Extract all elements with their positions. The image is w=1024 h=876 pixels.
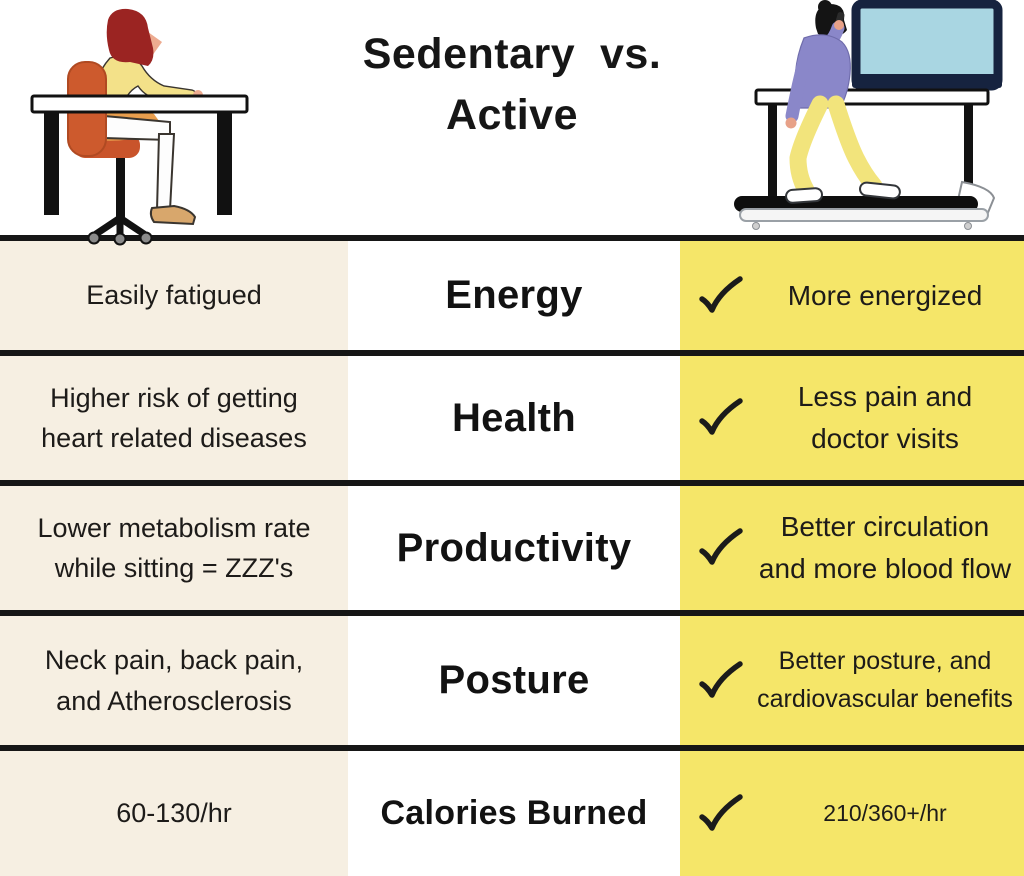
check-icon xyxy=(699,398,743,435)
category-cell: Health xyxy=(348,356,680,480)
active-text: Better circulation and more blood flow xyxy=(758,511,1012,584)
page-title: Sedentary vs. Active xyxy=(272,24,752,146)
active-cell: More energized xyxy=(680,241,1024,350)
active-cell: 210/360+/hr xyxy=(680,751,1024,876)
active-text: 210/360+/hr xyxy=(823,800,947,827)
check-icon xyxy=(699,275,743,313)
active-cell: Less pain and doctor visits xyxy=(680,356,1024,480)
category-cell: Productivity xyxy=(348,486,680,610)
sedentary-cell: Lower metabolism rate while sitting = ZZ… xyxy=(0,486,348,610)
table-row: Lower metabolism rate while sitting = ZZ… xyxy=(0,480,1024,610)
category-cell: Posture xyxy=(348,616,680,745)
sedentary-cell: 60-130/hr xyxy=(0,751,348,876)
category-cell: Energy xyxy=(348,241,680,350)
table-row: Easily fatigued Energy More energized xyxy=(0,235,1024,350)
sedentary-desk-illustration xyxy=(30,8,249,246)
sedentary-cell: Higher risk of getting heart related dis… xyxy=(0,356,348,480)
check-icon xyxy=(699,528,743,565)
table-row: 60-130/hr Calories Burned 210/360+/hr xyxy=(0,745,1024,876)
active-text: Less pain and doctor visits xyxy=(797,381,973,454)
table-row: Higher risk of getting heart related dis… xyxy=(0,350,1024,480)
comparison-table: Easily fatigued Energy More energized Hi… xyxy=(0,235,1024,876)
check-icon xyxy=(699,660,743,698)
active-text: More energized xyxy=(787,279,983,311)
check-icon xyxy=(699,793,743,831)
title-line-1: Sedentary vs. xyxy=(362,30,662,78)
category-cell: Calories Burned xyxy=(348,751,680,876)
active-cell: Better posture, and cardiovascular benef… xyxy=(680,616,1024,745)
sedentary-cell: Easily fatigued xyxy=(0,241,348,350)
active-cell: Better circulation and more blood flow xyxy=(680,486,1024,610)
header: Sedentary vs. Active xyxy=(0,0,1024,246)
sedentary-cell: Neck pain, back pain, and Atherosclerosi… xyxy=(0,616,348,745)
active-text: Better posture, and cardiovascular benef… xyxy=(757,647,1013,713)
title-line-2: Active xyxy=(445,91,579,140)
active-treadmill-illustration xyxy=(734,0,1003,230)
table-row: Neck pain, back pain, and Atherosclerosi… xyxy=(0,610,1024,745)
